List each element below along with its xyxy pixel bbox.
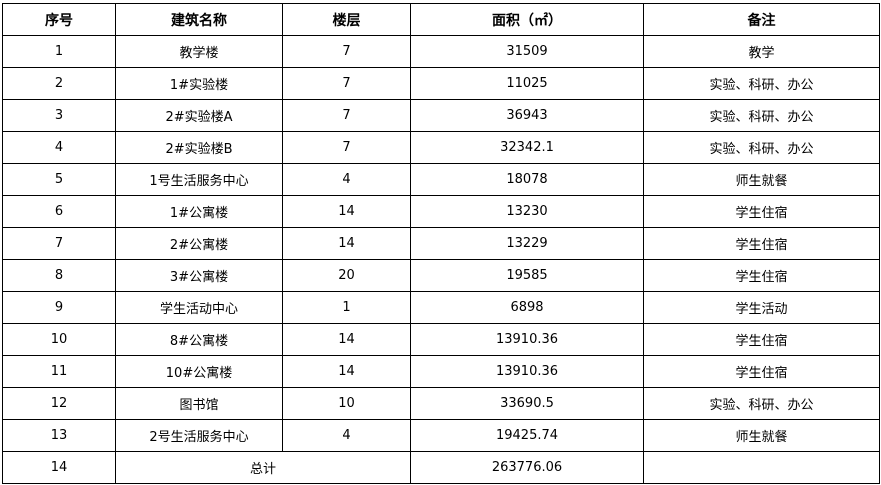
header-name: 建筑名称 xyxy=(115,3,283,36)
header-area: 面积（㎡） xyxy=(410,3,644,36)
cell-name: 2号生活服务中心 xyxy=(115,419,283,452)
cell-note: 学生活动 xyxy=(643,291,880,324)
cell-index: 1 xyxy=(2,35,116,68)
cell-note: 学生住宿 xyxy=(643,323,880,356)
cell-area: 32342.1 xyxy=(410,131,644,164)
cell-index: 12 xyxy=(2,387,116,420)
cell-name: 图书馆 xyxy=(115,387,283,420)
cell-index: 10 xyxy=(2,323,116,356)
cell-note: 师生就餐 xyxy=(643,419,880,452)
cell-floors: 14 xyxy=(282,227,411,260)
cell-note: 实验、科研、办公 xyxy=(643,67,880,100)
cell-floors: 7 xyxy=(282,67,411,100)
cell-area: 19585 xyxy=(410,259,644,292)
cell-index: 4 xyxy=(2,131,116,164)
table-row: 5 1号生活服务中心 4 18078 师生就餐 xyxy=(2,163,880,196)
cell-floors: 14 xyxy=(282,195,411,228)
total-area: 263776.06 xyxy=(410,451,644,484)
cell-floors: 7 xyxy=(282,99,411,132)
cell-area: 6898 xyxy=(410,291,644,324)
cell-note: 学生住宿 xyxy=(643,227,880,260)
cell-index: 6 xyxy=(2,195,116,228)
cell-index: 8 xyxy=(2,259,116,292)
table-row: 12 图书馆 10 33690.5 实验、科研、办公 xyxy=(2,387,880,420)
cell-name: 1#公寓楼 xyxy=(115,195,283,228)
cell-note: 师生就餐 xyxy=(643,163,880,196)
table-row: 3 2#实验楼A 7 36943 实验、科研、办公 xyxy=(2,99,880,132)
cell-floors: 7 xyxy=(282,131,411,164)
total-note xyxy=(643,451,880,484)
cell-index: 9 xyxy=(2,291,116,324)
cell-index: 13 xyxy=(2,419,116,452)
cell-floors: 14 xyxy=(282,355,411,388)
table-row: 2 1#实验楼 7 11025 实验、科研、办公 xyxy=(2,67,880,100)
cell-index: 7 xyxy=(2,227,116,260)
cell-note: 学生住宿 xyxy=(643,355,880,388)
cell-note: 实验、科研、办公 xyxy=(643,99,880,132)
table-row: 1 教学楼 7 31509 教学 xyxy=(2,35,880,68)
header-index: 序号 xyxy=(2,3,116,36)
cell-area: 33690.5 xyxy=(410,387,644,420)
cell-name: 学生活动中心 xyxy=(115,291,283,324)
cell-name: 10#公寓楼 xyxy=(115,355,283,388)
cell-index: 3 xyxy=(2,99,116,132)
cell-name: 1号生活服务中心 xyxy=(115,163,283,196)
cell-name: 2#实验楼A xyxy=(115,99,283,132)
total-index: 14 xyxy=(2,451,116,484)
cell-name: 8#公寓楼 xyxy=(115,323,283,356)
cell-floors: 7 xyxy=(282,35,411,68)
cell-area: 13910.36 xyxy=(410,355,644,388)
cell-name: 教学楼 xyxy=(115,35,283,68)
header-row: 序号 建筑名称 楼层 面积（㎡） 备注 xyxy=(2,3,880,36)
header-floors: 楼层 xyxy=(282,3,411,36)
cell-floors: 4 xyxy=(282,419,411,452)
cell-name: 2#公寓楼 xyxy=(115,227,283,260)
cell-note: 教学 xyxy=(643,35,880,68)
table-row: 6 1#公寓楼 14 13230 学生住宿 xyxy=(2,195,880,228)
cell-floors: 20 xyxy=(282,259,411,292)
total-row: 14 总计 263776.06 xyxy=(2,451,880,484)
cell-index: 2 xyxy=(2,67,116,100)
cell-area: 13910.36 xyxy=(410,323,644,356)
cell-index: 5 xyxy=(2,163,116,196)
cell-area: 31509 xyxy=(410,35,644,68)
cell-note: 学生住宿 xyxy=(643,195,880,228)
cell-index: 11 xyxy=(2,355,116,388)
cell-note: 实验、科研、办公 xyxy=(643,387,880,420)
table-row: 7 2#公寓楼 14 13229 学生住宿 xyxy=(2,227,880,260)
total-label: 总计 xyxy=(115,451,411,484)
table-row: 10 8#公寓楼 14 13910.36 学生住宿 xyxy=(2,323,880,356)
cell-area: 13229 xyxy=(410,227,644,260)
cell-area: 18078 xyxy=(410,163,644,196)
cell-name: 2#实验楼B xyxy=(115,131,283,164)
header-note: 备注 xyxy=(643,3,880,36)
table-row: 8 3#公寓楼 20 19585 学生住宿 xyxy=(2,259,880,292)
table-row: 13 2号生活服务中心 4 19425.74 师生就餐 xyxy=(2,419,880,452)
cell-note: 实验、科研、办公 xyxy=(643,131,880,164)
cell-name: 1#实验楼 xyxy=(115,67,283,100)
cell-area: 19425.74 xyxy=(410,419,644,452)
cell-area: 11025 xyxy=(410,67,644,100)
cell-floors: 14 xyxy=(282,323,411,356)
building-table: 序号 建筑名称 楼层 面积（㎡） 备注 1 教学楼 7 31509 教学 2 1#实验楼 7 1… xyxy=(2,3,880,484)
cell-floors: 10 xyxy=(282,387,411,420)
cell-note: 学生住宿 xyxy=(643,259,880,292)
table-row: 4 2#实验楼B 7 32342.1 实验、科研、办公 xyxy=(2,131,880,164)
cell-area: 13230 xyxy=(410,195,644,228)
table-row: 11 10#公寓楼 14 13910.36 学生住宿 xyxy=(2,355,880,388)
cell-floors: 1 xyxy=(282,291,411,324)
cell-floors: 4 xyxy=(282,163,411,196)
cell-name: 3#公寓楼 xyxy=(115,259,283,292)
table-row: 9 学生活动中心 1 6898 学生活动 xyxy=(2,291,880,324)
cell-area: 36943 xyxy=(410,99,644,132)
